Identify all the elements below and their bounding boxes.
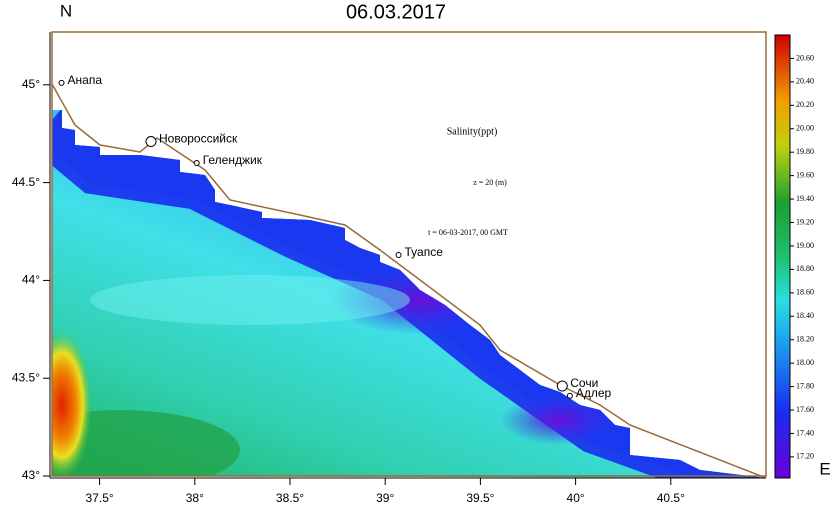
city-marker [556,380,568,392]
y-tick-label: 44.5° [12,175,40,189]
colorbar-label: 18.60 [796,288,814,297]
colorbar-label: 20.40 [796,77,814,86]
annotation: Salinity(ppt) [447,126,498,137]
city-label: Анапа [68,73,103,87]
y-tick-label: 43° [22,468,40,482]
colorbar-label: 20.60 [796,53,814,62]
city-marker [58,79,65,86]
city-marker [145,136,157,148]
colorbar-label: 18.20 [796,335,814,344]
east-label: E [819,459,830,478]
colorbar-label: 18.40 [796,311,814,320]
annotation: t = 06-03-2017, 00 GMT [428,228,508,237]
colorbar [774,34,791,479]
y-tick-label: 45° [22,77,40,91]
colorbar-label: 20.20 [796,100,814,109]
x-tick-label: 38.5° [276,491,304,505]
colorbar-label: 20.00 [796,124,814,133]
north-label: N [60,1,72,20]
colorbar-label: 19.20 [796,217,814,226]
city-label: Сочи [570,376,598,390]
colorbar-label: 17.60 [796,405,814,414]
annotation: z = 20 (m) [473,178,507,187]
colorbar-label: 17.20 [796,452,814,461]
y-tick-label: 44° [22,273,40,287]
colorbar-label: 19.40 [796,194,814,203]
y-tick-label: 43.5° [12,370,40,384]
colorbar-label: 18.80 [796,264,814,273]
colorbar-label: 19.60 [796,170,814,179]
map-title: 06.03.2017 [346,1,446,23]
colorbar-label: 17.40 [796,428,814,437]
x-tick-label: 39.5° [466,491,494,505]
city-marker [193,160,200,167]
city-label: Адлер [576,386,612,400]
map-frame [51,31,767,477]
colorbar-label: 18.00 [796,358,814,367]
x-tick-label: 38° [186,491,204,505]
x-tick-label: 40.5° [657,491,685,505]
salinity-field [52,110,766,478]
colorbar-label: 17.80 [796,381,814,390]
colorbar-label: 19.80 [796,147,814,156]
city-marker [395,251,402,258]
city-label: Туапсе [405,245,444,259]
city-label: Геленджик [203,153,263,167]
x-tick-label: 39° [376,491,394,505]
x-tick-label: 37.5° [86,491,114,505]
colorbar-label: 19.00 [796,241,814,250]
city-label: Новороссийск [159,132,238,146]
city-marker [566,392,573,399]
x-tick-label: 40° [567,491,585,505]
